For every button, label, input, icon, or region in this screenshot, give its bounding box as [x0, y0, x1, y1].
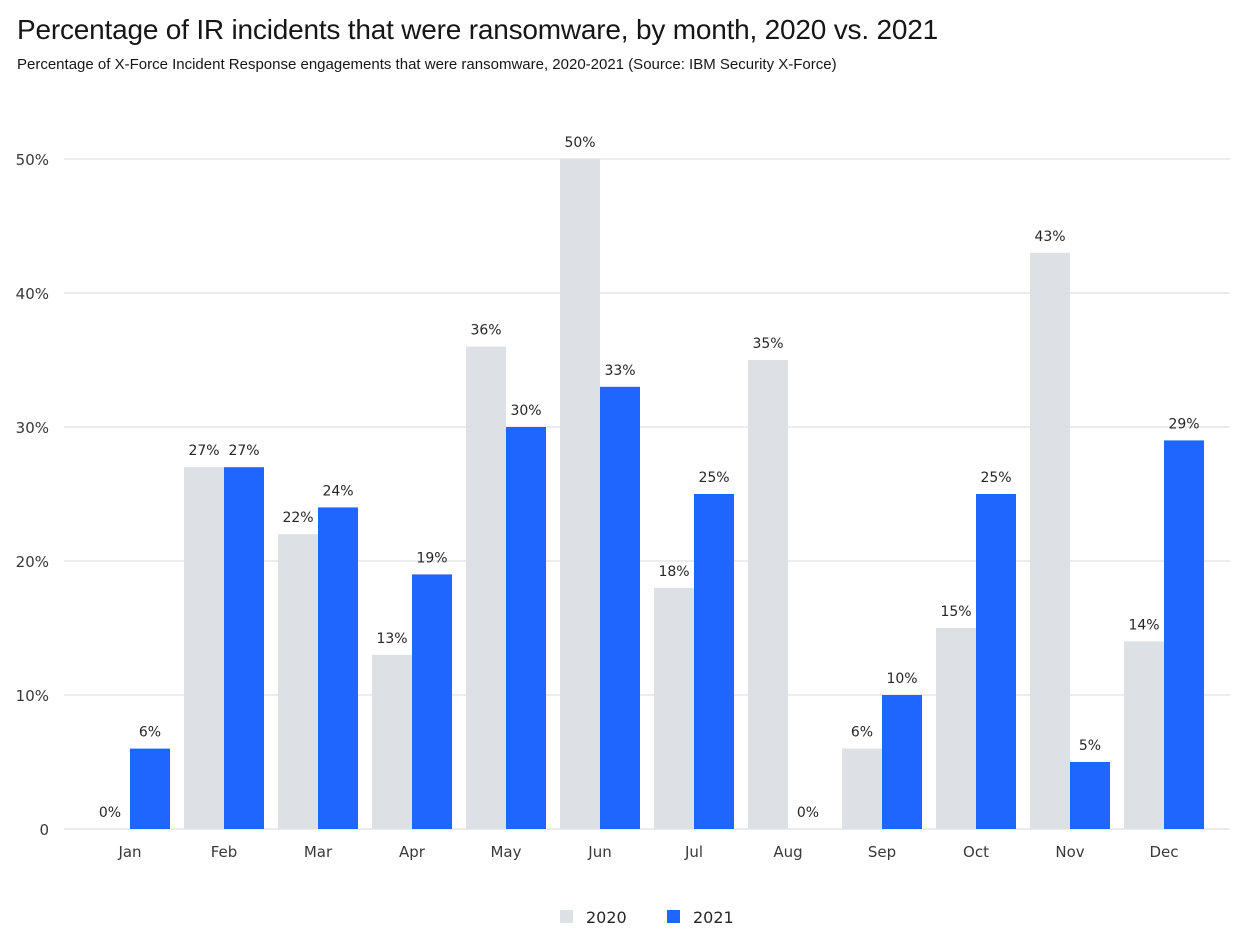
bar-2020-jul — [654, 587, 694, 829]
legend-swatch-2021 — [667, 910, 680, 923]
bar-2020-mar — [278, 534, 318, 829]
data-label: 0% — [797, 805, 819, 821]
x-tick-label: Mar — [304, 843, 333, 861]
bar-2020-oct — [936, 628, 976, 829]
legend-label: 2020 — [586, 908, 627, 927]
data-label: 10% — [886, 671, 917, 687]
data-label: 0% — [99, 805, 121, 821]
data-label: 43% — [1034, 229, 1065, 245]
legend-swatch-2020 — [560, 910, 573, 923]
bar-2021-nov — [1070, 762, 1110, 829]
bar-2020-apr — [372, 654, 412, 829]
chart-title: Percentage of IR incidents that were ran… — [17, 14, 939, 45]
bar-2020-feb — [184, 467, 224, 829]
data-label: 15% — [940, 604, 971, 620]
data-label: 30% — [510, 403, 541, 419]
data-label: 19% — [416, 550, 447, 566]
data-label: 27% — [188, 443, 219, 459]
bar-2021-jan — [130, 748, 170, 829]
data-label: 24% — [322, 483, 353, 499]
data-label: 25% — [698, 470, 729, 486]
chart-subtitle: Percentage of X-Force Incident Response … — [17, 56, 837, 73]
y-tick-label: 40% — [16, 285, 49, 303]
bar-2020-nov — [1030, 252, 1070, 830]
data-label: 14% — [1128, 617, 1159, 633]
data-label: 18% — [658, 564, 689, 580]
data-label: 27% — [228, 443, 259, 459]
y-tick-label: 20% — [16, 553, 49, 571]
bar-2021-dec — [1164, 440, 1204, 829]
data-label: 6% — [851, 725, 873, 741]
bar-2020-dec — [1124, 641, 1164, 829]
data-label: 29% — [1168, 416, 1199, 432]
x-tick-label: Jul — [684, 843, 703, 861]
data-label: 25% — [980, 470, 1011, 486]
data-label: 6% — [139, 725, 161, 741]
bar-2020-may — [466, 346, 506, 829]
x-tick-label: Apr — [399, 843, 426, 861]
data-label: 13% — [376, 631, 407, 647]
x-tick-label: Oct — [963, 843, 989, 861]
bar-2021-may — [506, 427, 546, 829]
bar-2021-jul — [694, 494, 734, 829]
x-tick-label: Nov — [1055, 843, 1084, 861]
bar-2021-jun — [600, 386, 640, 829]
legend-label: 2021 — [693, 908, 734, 927]
data-label: 5% — [1079, 738, 1101, 754]
bar-2021-mar — [318, 507, 358, 829]
data-label: 36% — [470, 323, 501, 339]
bar-2021-feb — [224, 467, 264, 829]
x-tick-label: Jan — [117, 843, 141, 861]
bar-2020-sep — [842, 748, 882, 829]
y-tick-label: 10% — [16, 687, 49, 705]
x-tick-label: May — [490, 843, 521, 861]
bar-2021-oct — [976, 494, 1016, 829]
x-tick-label: Dec — [1149, 843, 1178, 861]
data-label: 50% — [564, 135, 595, 151]
x-tick-label: Feb — [211, 843, 238, 861]
bar-2021-apr — [412, 574, 452, 829]
x-tick-label: Jun — [587, 843, 611, 861]
bar-2020-jun — [560, 159, 600, 829]
bar-2021-sep — [882, 695, 922, 829]
x-tick-label: Aug — [773, 843, 802, 861]
data-label: 35% — [752, 336, 783, 352]
data-label: 22% — [282, 510, 313, 526]
y-tick-label: 30% — [16, 419, 49, 437]
bar-2020-aug — [748, 360, 788, 829]
data-label: 33% — [604, 363, 635, 379]
y-tick-label: 50% — [16, 151, 49, 169]
y-tick-label: 0 — [39, 821, 49, 839]
x-tick-label: Sep — [868, 843, 896, 861]
